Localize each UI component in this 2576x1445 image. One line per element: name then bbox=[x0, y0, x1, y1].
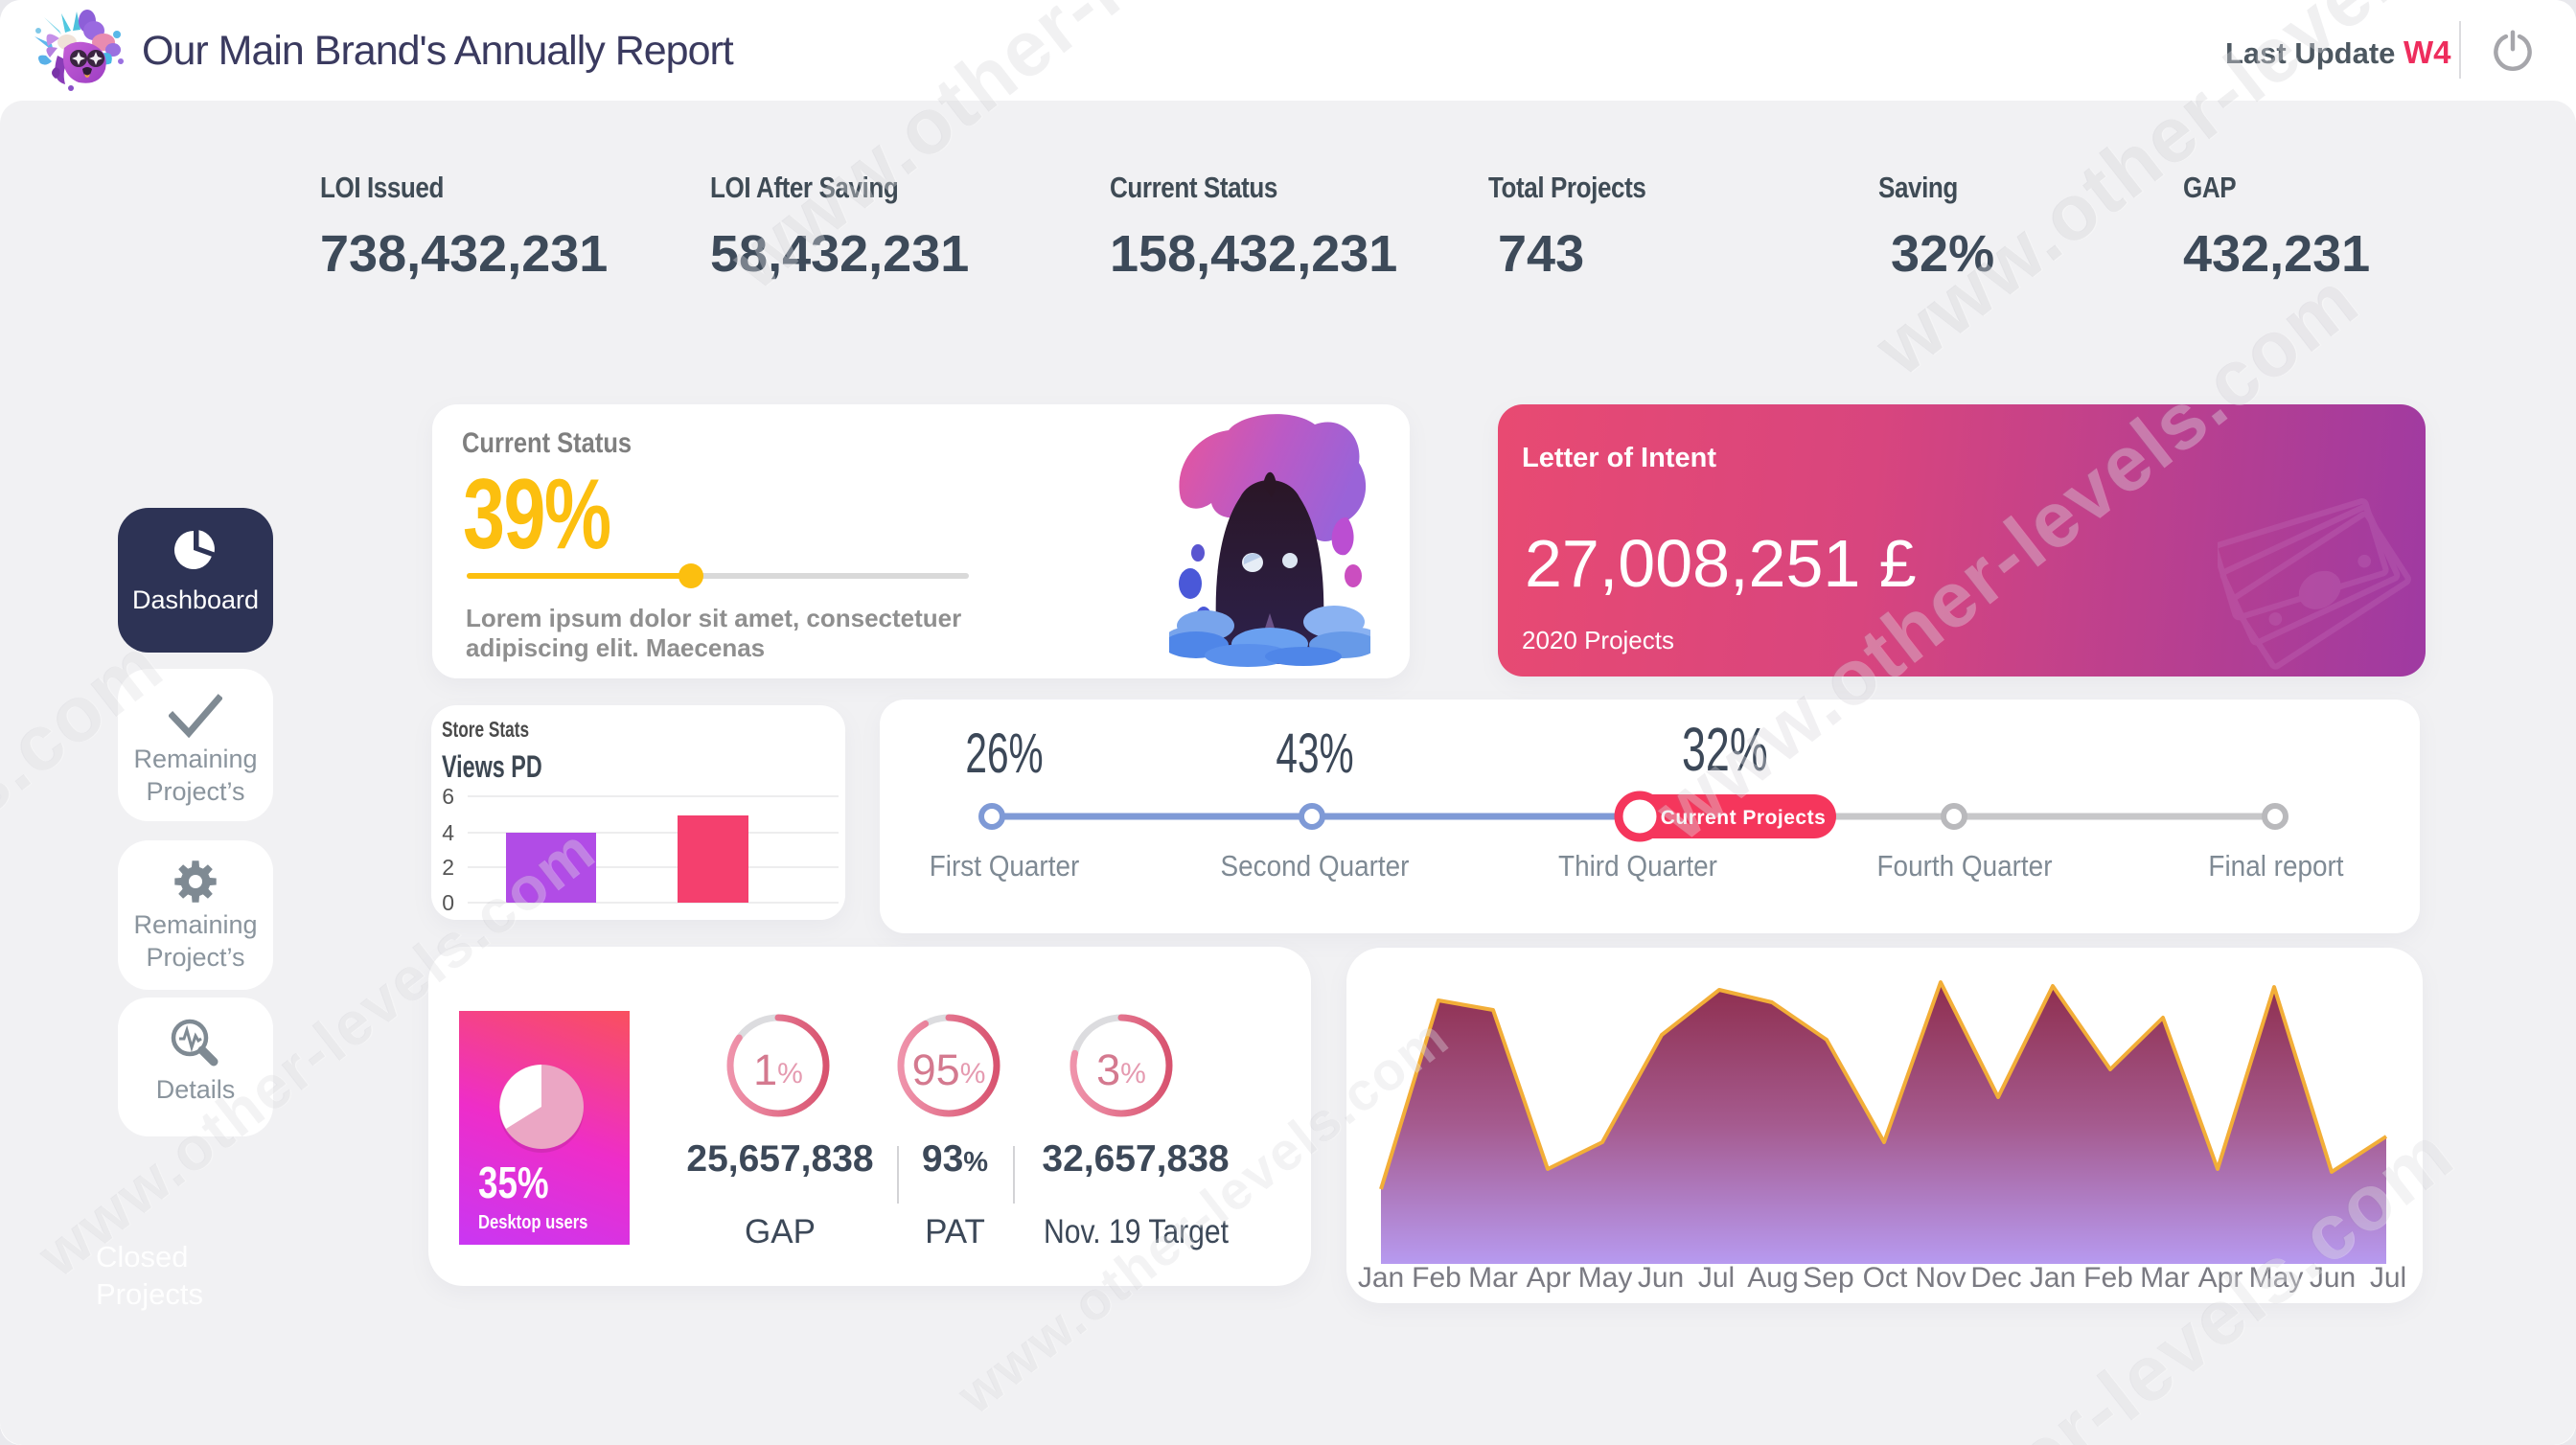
svg-text:4: 4 bbox=[442, 820, 454, 845]
svg-text:2: 2 bbox=[442, 855, 454, 880]
svg-text:1%: 1% bbox=[753, 1045, 803, 1094]
svg-text:3%: 3% bbox=[1096, 1045, 1146, 1094]
svg-text:6: 6 bbox=[442, 786, 454, 809]
svg-text:95%: 95% bbox=[912, 1045, 986, 1094]
svg-text:0: 0 bbox=[442, 890, 454, 915]
svg-text:Current Projects: Current Projects bbox=[1661, 807, 1827, 829]
